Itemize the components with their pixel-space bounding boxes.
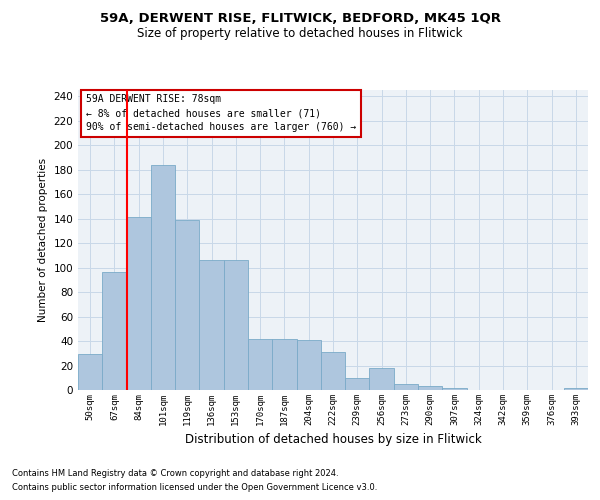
- Bar: [248, 338, 272, 390]
- Bar: [78, 354, 102, 390]
- Text: Contains HM Land Registry data © Crown copyright and database right 2024.: Contains HM Land Registry data © Crown c…: [12, 468, 338, 477]
- Bar: [272, 338, 296, 390]
- Bar: [224, 260, 248, 390]
- Text: 59A, DERWENT RISE, FLITWICK, BEDFORD, MK45 1QR: 59A, DERWENT RISE, FLITWICK, BEDFORD, MK…: [100, 12, 500, 26]
- Bar: [564, 388, 588, 390]
- Bar: [151, 164, 175, 390]
- Text: Size of property relative to detached houses in Flitwick: Size of property relative to detached ho…: [137, 28, 463, 40]
- Text: 59A DERWENT RISE: 78sqm
← 8% of detached houses are smaller (71)
90% of semi-det: 59A DERWENT RISE: 78sqm ← 8% of detached…: [86, 94, 356, 132]
- Bar: [102, 272, 127, 390]
- X-axis label: Distribution of detached houses by size in Flitwick: Distribution of detached houses by size …: [185, 434, 481, 446]
- Bar: [418, 386, 442, 390]
- Bar: [296, 340, 321, 390]
- Bar: [442, 388, 467, 390]
- Text: Contains public sector information licensed under the Open Government Licence v3: Contains public sector information licen…: [12, 484, 377, 492]
- Bar: [345, 378, 370, 390]
- Bar: [321, 352, 345, 390]
- Bar: [394, 384, 418, 390]
- Bar: [199, 260, 224, 390]
- Y-axis label: Number of detached properties: Number of detached properties: [38, 158, 48, 322]
- Bar: [370, 368, 394, 390]
- Bar: [127, 218, 151, 390]
- Bar: [175, 220, 199, 390]
